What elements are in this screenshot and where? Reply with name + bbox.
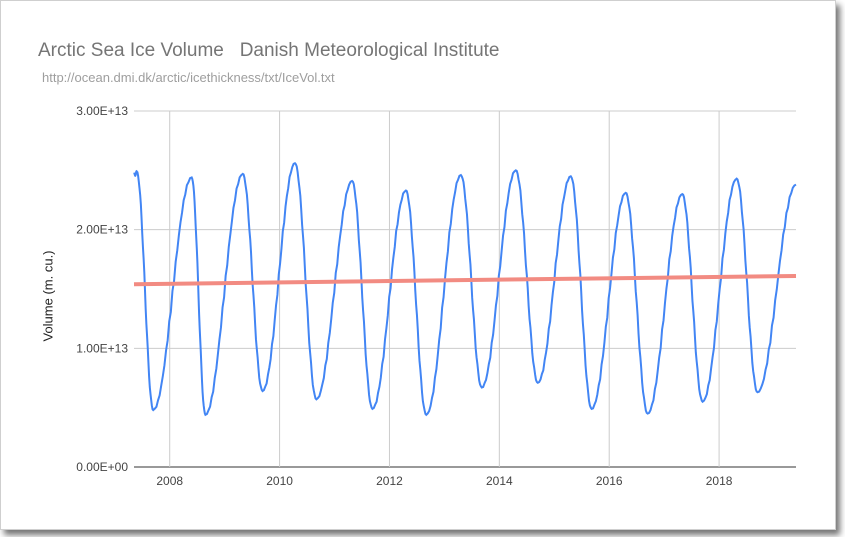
x-tick-label: 2010 <box>266 474 293 488</box>
grid-lines <box>134 110 796 468</box>
x-tick-label: 2012 <box>376 474 403 488</box>
y-tick-label: 1.00E+13 <box>76 341 128 355</box>
x-tick-label: 2018 <box>706 474 733 488</box>
x-tick-label: 2008 <box>156 474 183 488</box>
chart-subtitle: http://ocean.dmi.dk/arctic/icethickness/… <box>42 70 335 85</box>
volume-series-line <box>133 161 797 417</box>
y-tick-label: 3.00E+13 <box>76 104 128 118</box>
chart-frame <box>0 0 836 530</box>
x-tick-label: 2014 <box>486 474 513 488</box>
trend-line <box>133 273 797 287</box>
tick-labels: 0.00E+00 1.00E+13 2.00E+13 3.00E+13 2008 2010… <box>76 104 732 488</box>
chart-title: Arctic Sea Ice Volume Danish Meteorologi… <box>38 40 500 61</box>
y-tick-label: 0.00E+00 <box>76 460 128 474</box>
series-group <box>133 161 797 417</box>
y-tick-label: 2.00E+13 <box>76 223 128 237</box>
x-tick-label: 2016 <box>596 474 623 488</box>
